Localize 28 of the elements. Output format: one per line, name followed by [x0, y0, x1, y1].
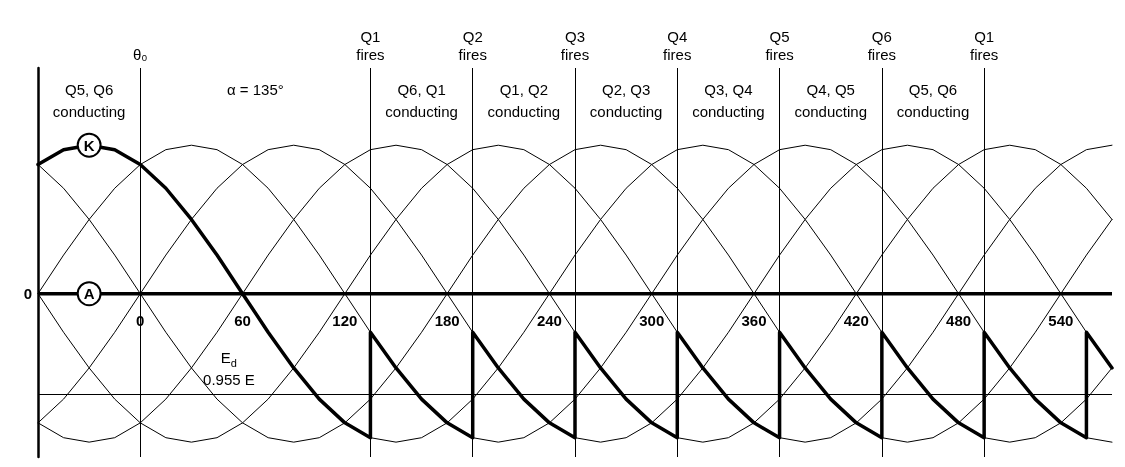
annotation: 0 — [23, 285, 32, 303]
x-tick-label: 180 — [434, 312, 460, 330]
ref-line-label: Q2 fires — [458, 27, 487, 63]
ref-line-label: Q3 fires — [560, 27, 590, 63]
ref-line-label: Q6 fires — [867, 27, 897, 63]
x-tick-label: 420 — [843, 312, 869, 330]
text: Q5, Q6 conducting — [52, 80, 126, 120]
x-tick-label: 360 — [741, 312, 767, 330]
text: Q2, Q3 conducting — [589, 80, 663, 120]
text: Q1, Q2 conducting — [487, 80, 561, 120]
x-tick-label: 300 — [639, 312, 665, 330]
ref-line-label: θ₀ — [133, 45, 148, 63]
ref-line-label: Q1 fires — [356, 27, 385, 63]
x-tick-label: 480 — [946, 312, 972, 330]
annotation: A — [83, 285, 95, 303]
ref-line-label: Q1 fires — [969, 27, 999, 63]
x-tick-label: 60 — [234, 312, 251, 330]
x-tick-label: 120 — [332, 312, 358, 330]
text: Q5, Q6 conducting — [896, 80, 970, 120]
x-tick-label: 240 — [536, 312, 562, 330]
text: Q3, Q4 conducting — [692, 80, 765, 120]
text: α = 135° — [226, 80, 284, 98]
text: Q4, Q5 conducting — [794, 80, 867, 120]
ref-line-label: Q5 fires — [765, 27, 794, 63]
ref-line-label: Q4 fires — [663, 27, 692, 63]
text: Q6, Q1 conducting — [385, 80, 458, 120]
series-label: K — [83, 136, 95, 154]
x-tick-label: 540 — [1048, 312, 1074, 330]
